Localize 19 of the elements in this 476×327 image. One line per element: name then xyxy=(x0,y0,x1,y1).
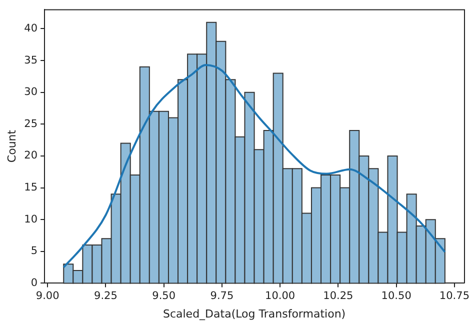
y-tick-label: 10 xyxy=(24,213,38,226)
x-tick-label: 9.75 xyxy=(210,290,234,302)
y-tick-label: 35 xyxy=(24,54,38,66)
y-tick-label: 25 xyxy=(24,118,38,130)
x-tick-label: 10.00 xyxy=(265,290,296,302)
y-tick-label: 0 xyxy=(30,276,38,289)
y-axis-title: Count xyxy=(5,129,18,163)
x-tick-label: 9.50 xyxy=(152,290,176,302)
y-tick-label: 15 xyxy=(24,182,38,194)
y-tick-label: 5 xyxy=(30,245,38,258)
x-axis-title: Scaled_Data(Log Transformation) xyxy=(162,307,346,320)
y-tick-label: 40 xyxy=(24,22,38,34)
y-tick-label: 20 xyxy=(24,150,38,162)
x-tick-label: 10.75 xyxy=(439,290,470,302)
x-tick-label: 10.25 xyxy=(323,290,354,302)
x-tick-label: 9.25 xyxy=(94,290,118,302)
y-tick-label: 30 xyxy=(24,86,38,98)
x-tick-label: 10.50 xyxy=(381,290,412,302)
x-tick-label: 9.00 xyxy=(36,290,60,302)
